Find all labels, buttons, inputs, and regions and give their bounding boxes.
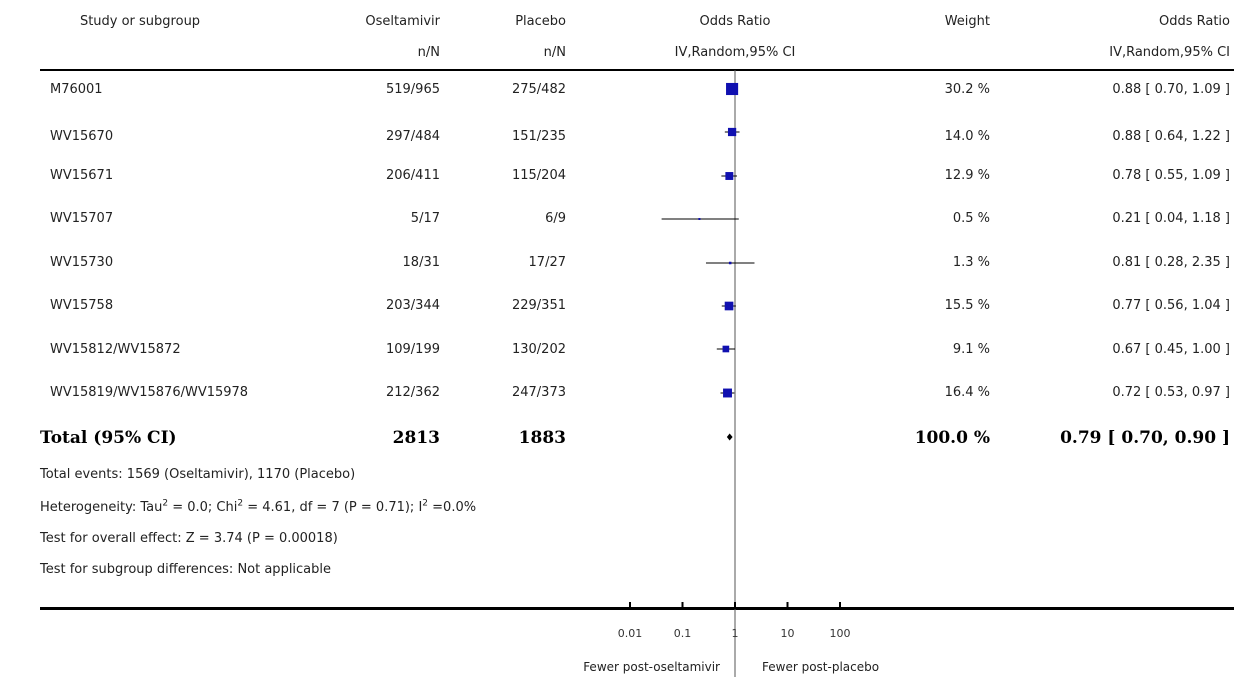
study-marker bbox=[726, 82, 739, 96]
placebo-events: 275/482 bbox=[511, 82, 566, 97]
placebo-events: 115/204 bbox=[511, 168, 566, 183]
placebo-events: 247/373 bbox=[511, 385, 566, 400]
table-row: WV15707 5/17 6/9 0.5 % 0.21 [ 0.04, 1.18… bbox=[0, 211, 1234, 231]
oseltamivir-events: 206/411 bbox=[385, 168, 440, 183]
weight-value: 1.3 % bbox=[952, 255, 990, 270]
header-rule bbox=[40, 69, 1234, 71]
total-oseltamivir: 2813 bbox=[392, 428, 440, 448]
total-events-note: Total events: 1569 (Oseltamivir), 1170 (… bbox=[40, 467, 356, 482]
placebo-events: 151/235 bbox=[511, 129, 566, 144]
study-marker bbox=[727, 127, 737, 137]
study-marker bbox=[725, 172, 734, 180]
weight-value: 30.2 % bbox=[944, 82, 990, 97]
table-row: WV15819/WV15876/WV15978 212/362 247/373 … bbox=[0, 385, 1234, 405]
total-weight: 100.0 % bbox=[914, 428, 990, 448]
axis-tick-label: 1 bbox=[732, 627, 739, 640]
weight-value: 14.0 % bbox=[944, 129, 990, 144]
header-weight: Weight bbox=[944, 14, 990, 29]
table-row: WV15670 297/484 151/235 14.0 % 0.88 [ 0.… bbox=[0, 129, 1234, 149]
total-label: Total (95% CI) bbox=[40, 428, 177, 448]
axis-tick-label: 10 bbox=[781, 627, 795, 640]
weight-value: 12.9 % bbox=[944, 168, 990, 183]
header-ci-sub: IV,Random,95% CI bbox=[674, 45, 796, 60]
study-name: WV15707 bbox=[50, 211, 114, 226]
header-oseltamivir: Oseltamivir bbox=[365, 14, 440, 29]
subgroup-note: Test for subgroup differences: Not appli… bbox=[40, 562, 332, 577]
ci-value: 0.88 [ 0.70, 1.09 ] bbox=[1112, 82, 1230, 97]
ci-value: 0.77 [ 0.56, 1.04 ] bbox=[1112, 298, 1230, 313]
favours-left-label: Fewer post-oseltamivir bbox=[583, 660, 720, 674]
study-name: WV15812/WV15872 bbox=[50, 342, 181, 357]
table-row: WV15812/WV15872 109/199 130/202 9.1 % 0.… bbox=[0, 342, 1234, 362]
weight-value: 15.5 % bbox=[944, 298, 990, 313]
oseltamivir-events: 212/362 bbox=[385, 385, 440, 400]
total-diamond bbox=[726, 433, 733, 441]
placebo-events: 229/351 bbox=[511, 298, 566, 313]
placebo-events: 130/202 bbox=[511, 342, 566, 357]
ci-value: 0.88 [ 0.64, 1.22 ] bbox=[1112, 129, 1230, 144]
table-row: WV15730 18/31 17/27 1.3 % 0.81 [ 0.28, 2… bbox=[0, 255, 1234, 275]
footer-rule bbox=[40, 607, 1234, 610]
study-name: WV15671 bbox=[50, 168, 114, 183]
study-marker bbox=[723, 388, 732, 398]
total-ci: 0.79 [ 0.70, 0.90 ] bbox=[1060, 428, 1230, 448]
oseltamivir-events: 297/484 bbox=[385, 129, 440, 144]
oseltamivir-events: 109/199 bbox=[385, 342, 440, 357]
weight-value: 16.4 % bbox=[944, 385, 990, 400]
oseltamivir-events: 203/344 bbox=[385, 298, 440, 313]
weight-value: 0.5 % bbox=[952, 211, 990, 226]
study-marker bbox=[724, 301, 734, 311]
oseltamivir-events: 5/17 bbox=[410, 211, 440, 226]
study-marker bbox=[728, 261, 732, 265]
table-row: M76001 519/965 275/482 30.2 % 0.88 [ 0.7… bbox=[0, 82, 1234, 102]
table-row: WV15671 206/411 115/204 12.9 % 0.78 [ 0.… bbox=[0, 168, 1234, 188]
overall-effect-note: Test for overall effect: Z = 3.74 (P = 0… bbox=[40, 531, 338, 546]
oseltamivir-events: 519/965 bbox=[385, 82, 440, 97]
study-name: WV15670 bbox=[50, 129, 114, 144]
axis-tick-label: 0.01 bbox=[618, 627, 643, 640]
ci-value: 0.67 [ 0.45, 1.00 ] bbox=[1112, 342, 1230, 357]
header-odds-ratio-2: Odds Ratio bbox=[1158, 14, 1230, 29]
header-placebo-sub: n/N bbox=[543, 45, 566, 60]
placebo-events: 17/27 bbox=[528, 255, 566, 270]
header-study: Study or subgroup bbox=[79, 14, 201, 29]
study-marker bbox=[722, 345, 730, 353]
study-name: WV15819/WV15876/WV15978 bbox=[50, 385, 249, 400]
weight-value: 9.1 % bbox=[952, 342, 990, 357]
ci-value: 0.21 [ 0.04, 1.18 ] bbox=[1112, 211, 1230, 226]
header-placebo: Placebo bbox=[515, 14, 566, 29]
header-oseltamivir-sub: n/N bbox=[417, 45, 440, 60]
heterogeneity-note: Heterogeneity: Tau2 = 0.0; Chi2 = 4.61, … bbox=[40, 498, 477, 515]
ci-value: 0.72 [ 0.53, 0.97 ] bbox=[1112, 385, 1230, 400]
placebo-events: 6/9 bbox=[545, 211, 566, 226]
header-odds-ratio: Odds Ratio bbox=[699, 14, 771, 29]
ci-value: 0.81 [ 0.28, 2.35 ] bbox=[1112, 255, 1230, 270]
favours-right-label: Fewer post-placebo bbox=[762, 660, 880, 674]
study-name: WV15730 bbox=[50, 255, 114, 270]
study-name: WV15758 bbox=[50, 298, 114, 313]
study-name: M76001 bbox=[50, 82, 103, 97]
total-placebo: 1883 bbox=[518, 428, 566, 448]
header-ci-sub-2: IV,Random,95% CI bbox=[1109, 45, 1230, 60]
axis-tick-label: 0.1 bbox=[674, 627, 692, 640]
study-marker bbox=[698, 218, 701, 220]
table-row: WV15758 203/344 229/351 15.5 % 0.77 [ 0.… bbox=[0, 298, 1234, 318]
oseltamivir-events: 18/31 bbox=[402, 255, 440, 270]
axis-tick-label: 100 bbox=[830, 627, 851, 640]
ci-value: 0.78 [ 0.55, 1.09 ] bbox=[1112, 168, 1230, 183]
